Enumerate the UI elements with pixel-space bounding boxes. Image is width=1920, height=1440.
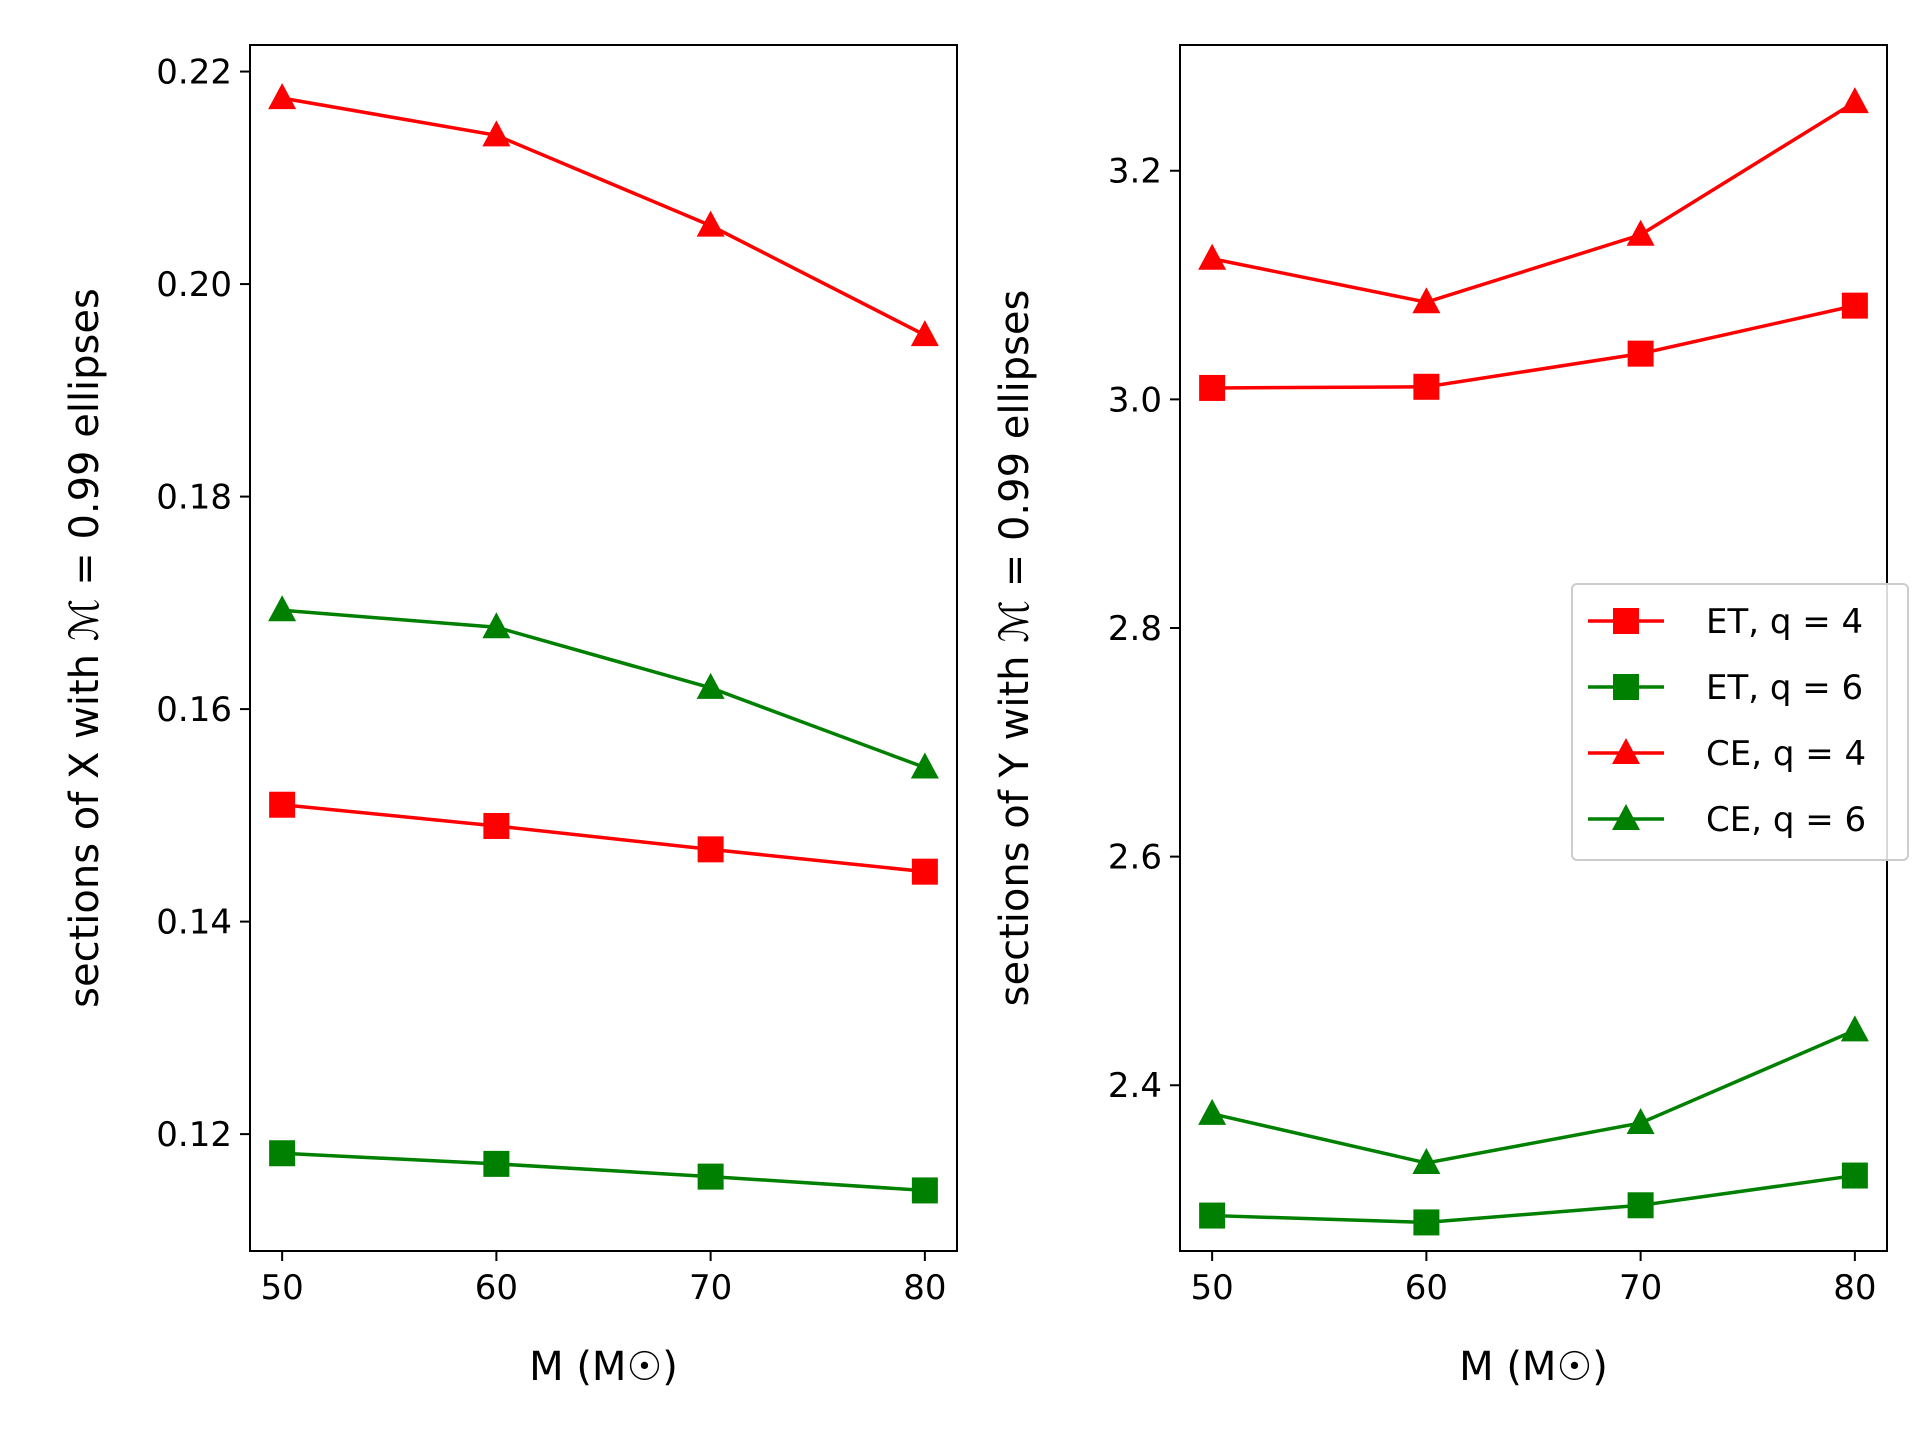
legend-entry: ET, q = 6 bbox=[1588, 668, 1863, 708]
x-axis-label: M (M☉) bbox=[1459, 1344, 1608, 1390]
data-point bbox=[1412, 287, 1441, 314]
data-point bbox=[1413, 373, 1440, 400]
data-point bbox=[697, 1163, 724, 1190]
y-axis-label: sections of X with ℳ = 0.99 ellipses bbox=[62, 288, 108, 1008]
left-panel: 50 60 70 80 0.12 0.14 0.16 0.18 0.20 0.22 M (M☉) se… bbox=[62, 44, 958, 1390]
data-point bbox=[483, 812, 510, 839]
data-point bbox=[696, 210, 725, 237]
legend: ET, q = 4 ET, q = 6 CE, q = 4 CE, q = 6 bbox=[1571, 583, 1909, 861]
y-axis-label: sections of Y with ℳ = 0.99 ellipses bbox=[992, 290, 1038, 1007]
series-line-0 bbox=[1212, 303, 1856, 390]
data-point bbox=[1841, 292, 1868, 319]
data-point bbox=[1198, 1098, 1227, 1125]
y-tick-label: 2.4 bbox=[1108, 1066, 1162, 1106]
legend-entry: CE, q = 4 bbox=[1588, 734, 1866, 774]
data-point bbox=[697, 836, 724, 863]
data-point bbox=[1626, 1107, 1655, 1134]
legend-marker bbox=[1612, 804, 1640, 830]
x-axis-label: M (M☉) bbox=[529, 1344, 678, 1390]
data-point bbox=[269, 1140, 296, 1167]
y-tick-label: 0.22 bbox=[156, 53, 232, 93]
y-tick-label: 0.18 bbox=[156, 478, 232, 518]
data-point bbox=[1627, 340, 1654, 367]
data-point bbox=[482, 120, 511, 147]
data-point bbox=[910, 752, 939, 779]
y-tick-label: 2.6 bbox=[1108, 838, 1162, 878]
series-line-2 bbox=[281, 96, 926, 337]
y-tick-label: 0.16 bbox=[156, 690, 232, 730]
data-point bbox=[268, 595, 297, 622]
data-point bbox=[1413, 1209, 1440, 1236]
data-point bbox=[1840, 1015, 1869, 1042]
series-line-3 bbox=[281, 608, 926, 770]
x-tick-label: 70 bbox=[1619, 1268, 1662, 1308]
right-panel: 50 60 70 80 2.4 2.6 2.8 3.0 3.2 M (M☉) sections of… bbox=[992, 44, 1909, 1390]
data-point bbox=[269, 791, 296, 818]
legend-entry: ET, q = 4 bbox=[1588, 602, 1863, 642]
legend-label: ET, q = 6 bbox=[1706, 668, 1863, 708]
legend-marker bbox=[1613, 608, 1639, 634]
legend-box bbox=[1571, 583, 1909, 861]
x-tick-label: 70 bbox=[689, 1268, 732, 1308]
series-line-0 bbox=[281, 802, 926, 874]
series-line-1 bbox=[282, 1151, 925, 1193]
x-tick-label: 50 bbox=[261, 1268, 304, 1308]
legend-label: ET, q = 4 bbox=[1706, 602, 1863, 642]
data-point bbox=[910, 320, 939, 347]
legend-marker bbox=[1613, 674, 1639, 700]
y-tick-label: 3.0 bbox=[1108, 380, 1162, 420]
x-tick-label: 80 bbox=[1833, 1268, 1876, 1308]
x-tick-label: 60 bbox=[475, 1268, 518, 1308]
x-tick-label: 60 bbox=[1405, 1268, 1448, 1308]
data-point bbox=[1198, 243, 1227, 270]
y-tick-label: 0.12 bbox=[156, 1115, 232, 1155]
legend-label: CE, q = 6 bbox=[1706, 800, 1866, 840]
data-point bbox=[1199, 374, 1226, 401]
data-point bbox=[1841, 1162, 1868, 1189]
legend-label: CE, q = 4 bbox=[1706, 734, 1866, 774]
x-tick-label: 50 bbox=[1191, 1268, 1234, 1308]
x-tick-label: 80 bbox=[903, 1268, 946, 1308]
data-point bbox=[911, 1177, 938, 1204]
data-point bbox=[1626, 219, 1655, 246]
y-tick-label: 0.14 bbox=[156, 903, 232, 943]
data-point bbox=[1412, 1147, 1441, 1174]
y-tick-label: 0.20 bbox=[156, 265, 232, 305]
series-line-2 bbox=[1211, 100, 1856, 305]
legend-entry: CE, q = 6 bbox=[1588, 800, 1866, 840]
data-point bbox=[1840, 87, 1869, 114]
legend-marker bbox=[1612, 738, 1640, 764]
data-point bbox=[268, 83, 297, 110]
data-point bbox=[911, 858, 938, 885]
data-point bbox=[1199, 1202, 1226, 1229]
series-line-3 bbox=[1211, 1028, 1856, 1165]
data-point bbox=[482, 612, 511, 639]
y-tick-label: 2.8 bbox=[1108, 609, 1162, 649]
data-point bbox=[696, 672, 725, 699]
data-point bbox=[483, 1150, 510, 1177]
plot-frame bbox=[249, 44, 958, 1252]
y-tick-label: 3.2 bbox=[1108, 152, 1162, 192]
data-point bbox=[1627, 1192, 1654, 1219]
series-line-1 bbox=[1212, 1173, 1856, 1225]
